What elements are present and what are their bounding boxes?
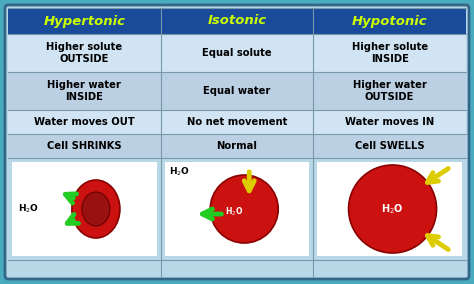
Bar <box>313 134 466 158</box>
FancyBboxPatch shape <box>5 5 469 279</box>
Bar <box>164 162 310 256</box>
Text: H$_2$O: H$_2$O <box>18 203 39 215</box>
Bar <box>161 72 313 110</box>
Text: Higher solute
INSIDE: Higher solute INSIDE <box>352 42 428 64</box>
Text: Equal solute: Equal solute <box>202 48 272 58</box>
Text: Cell SHRINKS: Cell SHRINKS <box>47 141 122 151</box>
Bar <box>8 72 161 110</box>
Text: Water moves IN: Water moves IN <box>345 117 434 127</box>
Bar <box>8 34 161 72</box>
Text: H$_2$O: H$_2$O <box>381 202 404 216</box>
Bar <box>12 162 157 256</box>
Bar <box>8 8 161 34</box>
Bar <box>313 72 466 110</box>
Text: Higher solute
OUTSIDE: Higher solute OUTSIDE <box>46 42 122 64</box>
Bar <box>161 110 313 134</box>
Bar <box>313 110 466 134</box>
Text: Cell SWELLS: Cell SWELLS <box>355 141 425 151</box>
Text: No net movement: No net movement <box>187 117 287 127</box>
Text: Higher water
INSIDE: Higher water INSIDE <box>47 80 121 102</box>
Ellipse shape <box>72 180 120 238</box>
Text: Higher water
OUTSIDE: Higher water OUTSIDE <box>353 80 427 102</box>
Ellipse shape <box>82 192 110 226</box>
Bar <box>8 110 161 134</box>
Bar <box>161 34 313 72</box>
Text: Normal: Normal <box>217 141 257 151</box>
Text: H$_2$O: H$_2$O <box>169 165 190 178</box>
Bar <box>161 134 313 158</box>
Bar <box>313 34 466 72</box>
Text: Equal water: Equal water <box>203 86 271 96</box>
Text: H$_2$O: H$_2$O <box>225 206 243 218</box>
Bar <box>317 162 462 256</box>
Text: Hypertonic: Hypertonic <box>43 14 125 28</box>
Bar <box>161 8 313 34</box>
Circle shape <box>348 165 437 253</box>
Circle shape <box>210 175 278 243</box>
Text: Water moves OUT: Water moves OUT <box>34 117 135 127</box>
Bar <box>8 134 161 158</box>
Text: Isotonic: Isotonic <box>208 14 266 28</box>
Text: Hypotonic: Hypotonic <box>352 14 428 28</box>
Bar <box>313 8 466 34</box>
